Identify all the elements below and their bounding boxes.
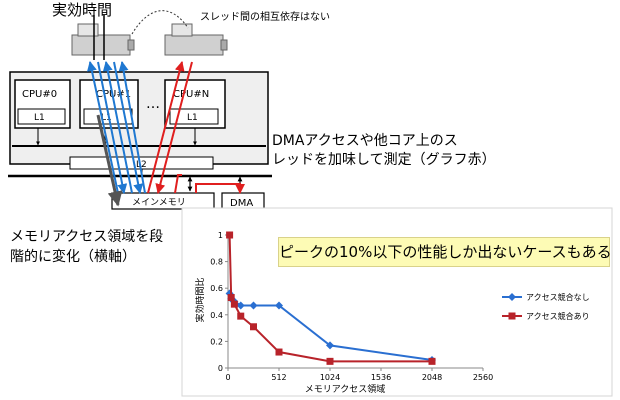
x-tick-label: 0 [225, 373, 230, 382]
legend-label: アクセス競合なし [526, 292, 590, 302]
more-cores-ellipsis: … [146, 96, 160, 112]
chart-series [225, 231, 436, 365]
y-tick-label: 0 [218, 364, 223, 373]
x-tick-label: 2560 [473, 373, 493, 382]
memory-note-line-2: 階的に変化（横軸） [10, 248, 136, 265]
cpu0-label: CPU#0 [22, 89, 57, 100]
l2-label: L2 [136, 160, 147, 170]
y-tick-label: 1 [218, 231, 223, 240]
data-point [230, 300, 238, 308]
cpu-core-0 [14, 79, 71, 129]
dma-label: DMA [230, 198, 253, 209]
effective-time-title: 実効時間 [52, 1, 112, 19]
data-point [275, 348, 283, 356]
data-point [226, 231, 234, 239]
x-tick-label: 1024 [320, 373, 340, 382]
l1-label-cpu0: L1 [34, 113, 45, 123]
legend-label: アクセス競合あり [526, 311, 590, 321]
memory-note-line-1: メモリアクセス領域を段 [10, 228, 163, 245]
l1-label-cpun: L1 [187, 113, 198, 123]
y-tick-label: 0.8 [210, 258, 223, 267]
thread-icon-2 [164, 23, 228, 56]
x-tick-label: 2048 [422, 373, 442, 382]
thread-icon-1 [71, 23, 135, 56]
y-tick-label: 0.2 [210, 337, 223, 346]
blue-access-arrows [86, 61, 146, 194]
data-point [227, 294, 235, 302]
series-2 [226, 231, 436, 365]
legend-marker [508, 293, 516, 301]
data-point [249, 301, 258, 310]
y-tick-label: 0.4 [210, 311, 223, 320]
x-tick-label: 1536 [371, 373, 391, 382]
main-memory-label: メインメモリ [132, 198, 186, 208]
chart-axes: 0 0.2 0.4 0.6 0.8 1 0 512 1024 1536 2048 2560 [210, 231, 493, 382]
architecture-diagram: 実効時間 スレッド間の相互依存はない CPU#0 L1 [8, 1, 496, 265]
data-point [275, 301, 283, 310]
data-point [250, 323, 257, 331]
memory-region-arrow [96, 114, 123, 207]
legend-marker [508, 312, 516, 320]
thread-independence-note: スレッド間の相互依存はない [200, 10, 330, 23]
cpu1-label: CPU#1 [96, 89, 131, 100]
data-point [237, 312, 245, 320]
data-point [326, 341, 334, 350]
dma-note-line-1: DMAアクセスや他コア上のス [272, 133, 458, 149]
red-contention-arrows [147, 61, 245, 194]
data-point [236, 301, 245, 310]
x-tick-label: 512 [271, 373, 286, 382]
dma-note-line-2: レッドを加味して測定（グラフ赤） [272, 152, 496, 168]
y-axis-label: 実効時間比 [194, 277, 206, 322]
l1-label-cpu1: L1 [101, 113, 112, 123]
callout-peak-note: ピークの10%以下の性能しか出ないケースもある [278, 237, 612, 267]
data-point [428, 357, 436, 365]
cpun-label: CPU#N [173, 89, 209, 100]
dependency-dashed-arrow [131, 10, 189, 35]
x-axis-label: メモリアクセス領域 [305, 383, 386, 395]
data-point [326, 357, 334, 365]
y-tick-label: 0.6 [210, 284, 223, 293]
